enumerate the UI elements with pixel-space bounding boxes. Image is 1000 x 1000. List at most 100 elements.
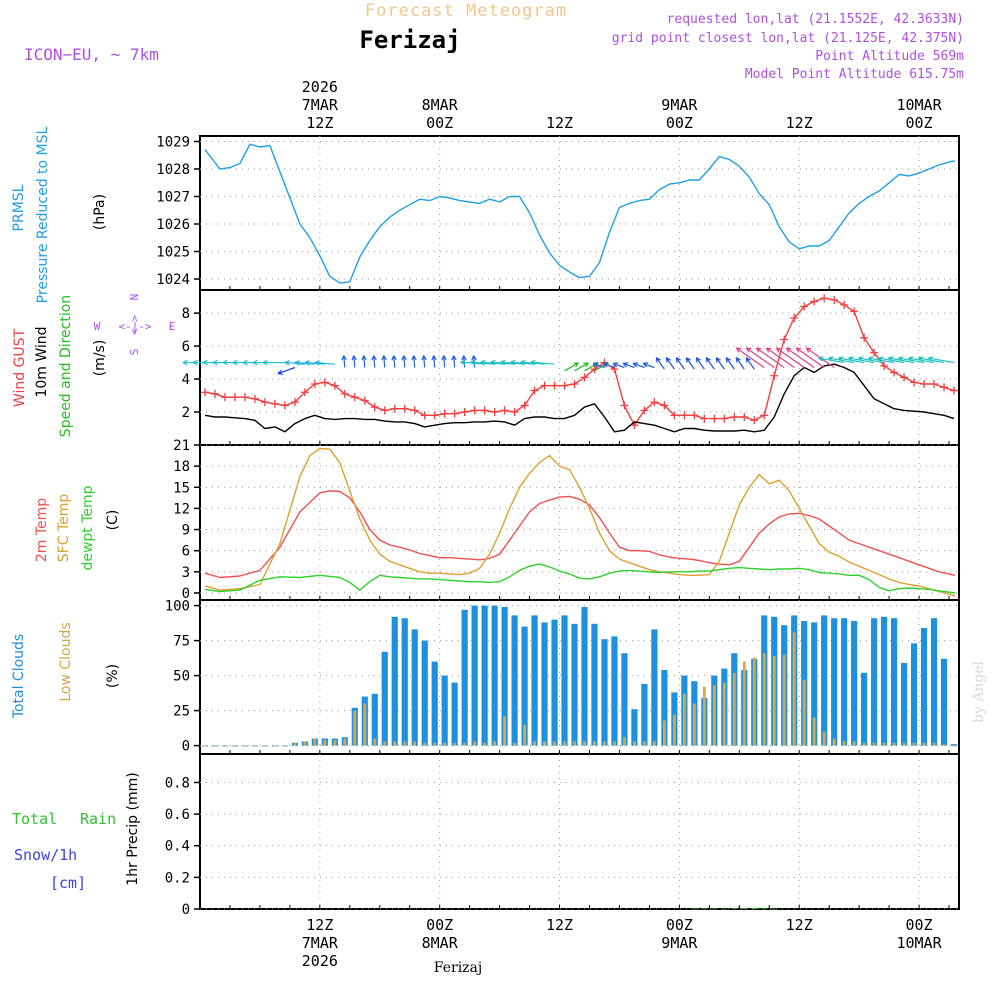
time-label-line: 12Z bbox=[786, 916, 813, 934]
total-clouds-bar bbox=[441, 675, 448, 746]
total-clouds-bar bbox=[871, 618, 878, 746]
low-clouds-bar bbox=[702, 686, 706, 746]
y-tick-label: 1028 bbox=[156, 162, 190, 178]
y-tick-label: 1029 bbox=[156, 135, 190, 151]
compass-ew-arrows: <-|-> bbox=[118, 320, 151, 333]
wind-arrow-head bbox=[715, 357, 721, 363]
low-clouds-bar bbox=[533, 741, 536, 746]
wind-arrow-head bbox=[898, 356, 904, 362]
low-clouds-bar bbox=[283, 745, 287, 747]
total-clouds-bar bbox=[841, 618, 848, 746]
wind-arrow-head bbox=[745, 357, 751, 363]
wind-gust-label: Wind GUST bbox=[12, 328, 28, 407]
point-altitude: Point Altitude 569m bbox=[815, 49, 964, 64]
total-clouds-bar bbox=[890, 618, 898, 746]
low-clouds-bar bbox=[463, 742, 467, 746]
gust-marker bbox=[620, 401, 629, 410]
low-clouds-bar bbox=[782, 654, 786, 746]
wind-arrow-head bbox=[868, 356, 874, 362]
wind-arrow bbox=[453, 355, 456, 368]
total-clouds-bar bbox=[531, 615, 538, 746]
wind-arrow-head bbox=[461, 355, 467, 361]
wind-arrow-head bbox=[520, 359, 526, 366]
gust-marker bbox=[840, 300, 849, 309]
wind-arrow-head bbox=[622, 362, 629, 368]
temp-unit: (C) bbox=[105, 510, 121, 531]
time-label-36: 12Z bbox=[546, 114, 573, 132]
y-tick-label: 1027 bbox=[156, 190, 190, 206]
wind-arrow-head bbox=[655, 357, 662, 363]
low-clouds-bar bbox=[892, 742, 896, 746]
low-clouds-bar bbox=[842, 741, 846, 746]
wind-arrow bbox=[746, 347, 775, 368]
y-tick-label: 75 bbox=[173, 634, 190, 650]
gust-marker bbox=[240, 393, 249, 402]
wind-arrow-head bbox=[401, 355, 407, 361]
low-clouds-bar bbox=[912, 742, 916, 746]
total-clouds-bar bbox=[571, 623, 578, 746]
gust-marker bbox=[870, 348, 879, 357]
wind-arrow-head bbox=[583, 362, 589, 368]
wind-arrow bbox=[785, 347, 815, 368]
precip-rain-label: Rain bbox=[80, 810, 116, 828]
low-clouds-bar bbox=[643, 741, 646, 746]
wind-arrow bbox=[705, 357, 715, 370]
total-clouds-bar bbox=[541, 622, 548, 746]
wind-arrow-head bbox=[277, 369, 283, 375]
wind-arrow bbox=[574, 362, 589, 372]
credit: by Angel bbox=[971, 660, 987, 723]
wind-arrow bbox=[612, 362, 625, 369]
low-clouds-bar bbox=[383, 741, 387, 746]
time-label-line: 12Z bbox=[546, 916, 573, 934]
wind-arrow bbox=[433, 355, 436, 368]
low-clouds-bar bbox=[662, 720, 666, 746]
wind-arrow bbox=[655, 357, 665, 370]
low-clouds-bar bbox=[323, 740, 327, 746]
gust-marker bbox=[830, 295, 839, 304]
total-clouds-bar bbox=[491, 605, 498, 746]
wind-arrow bbox=[756, 347, 785, 368]
low-clouds-bar bbox=[882, 742, 886, 746]
wind-arrow bbox=[472, 355, 476, 368]
total-rain-bar bbox=[721, 908, 728, 910]
gust-marker bbox=[940, 383, 949, 392]
compass-s: S bbox=[128, 349, 141, 356]
gust-marker bbox=[450, 409, 459, 418]
wind-arrow-head bbox=[735, 347, 742, 353]
wind-arrow-head bbox=[745, 347, 752, 353]
wind-10m-label: 10m Wind bbox=[34, 326, 50, 397]
y-tick-label: 50 bbox=[173, 669, 190, 685]
low-clouds-bar bbox=[902, 742, 906, 746]
total-clouds-bar bbox=[451, 682, 458, 746]
compass-e: E bbox=[169, 320, 176, 333]
wind-arrow-head bbox=[735, 357, 741, 363]
time-label-line: 00Z bbox=[426, 916, 453, 934]
pressure-labels: PRMSL Pressure Reduced to MSL (hPa) bbox=[11, 126, 108, 303]
low-clouds-bar bbox=[832, 738, 836, 746]
y-tick-label: 9 bbox=[182, 523, 190, 539]
total-rain-bar bbox=[751, 907, 758, 909]
wind-arrow bbox=[373, 355, 376, 368]
time-label-60: 12Z bbox=[786, 114, 813, 132]
wind-arrow-head bbox=[441, 355, 447, 361]
gust-marker bbox=[410, 406, 419, 415]
total-clouds-bar bbox=[561, 615, 568, 746]
low-clouds-bar bbox=[373, 738, 377, 746]
gust-marker bbox=[710, 414, 719, 423]
wind-arrow bbox=[695, 357, 705, 370]
wind-arrow-head bbox=[530, 359, 536, 366]
wind-arrow-head bbox=[510, 359, 516, 366]
gust-marker bbox=[640, 406, 649, 415]
gust-marker bbox=[880, 361, 889, 370]
gust-marker bbox=[290, 398, 299, 407]
cloud-unit: (%) bbox=[105, 664, 121, 688]
wind-arrow bbox=[304, 361, 325, 365]
gust-marker bbox=[690, 411, 699, 420]
cloud-labels: Total Clouds Low Clouds (%) bbox=[11, 622, 121, 719]
total-clouds-bar bbox=[651, 629, 658, 746]
wind-arrow-head bbox=[212, 359, 218, 366]
time-label-line: 00Z bbox=[666, 114, 693, 132]
